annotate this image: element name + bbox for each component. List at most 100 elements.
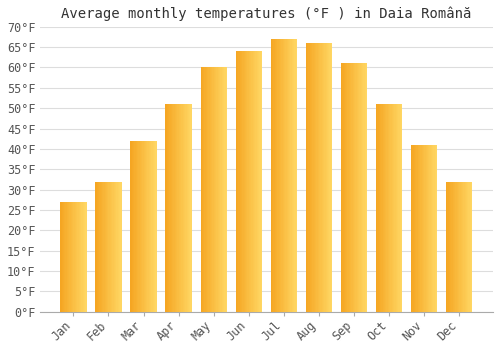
Bar	[422, 145, 423, 312]
Bar	[464, 182, 466, 312]
Bar	[212, 68, 214, 312]
Bar	[223, 68, 224, 312]
Bar	[189, 104, 190, 312]
Bar	[363, 63, 364, 312]
Bar	[85, 202, 86, 312]
Bar	[293, 39, 294, 312]
Bar	[240, 51, 241, 312]
Bar	[182, 104, 184, 312]
Bar	[448, 182, 449, 312]
Bar	[178, 104, 180, 312]
Bar	[389, 104, 390, 312]
Bar	[98, 182, 100, 312]
Bar	[186, 104, 188, 312]
Bar	[76, 202, 78, 312]
Bar	[344, 63, 345, 312]
Bar	[322, 43, 323, 312]
Bar	[427, 145, 428, 312]
Bar	[153, 141, 154, 312]
Bar	[452, 182, 454, 312]
Bar	[219, 68, 220, 312]
Bar	[386, 104, 388, 312]
Bar	[145, 141, 146, 312]
Bar	[84, 202, 85, 312]
Bar	[172, 104, 174, 312]
Bar	[218, 68, 219, 312]
Bar	[176, 104, 178, 312]
Bar	[414, 145, 415, 312]
Bar	[114, 182, 115, 312]
Bar	[397, 104, 398, 312]
Bar	[118, 182, 119, 312]
Bar	[78, 202, 80, 312]
Bar	[400, 104, 401, 312]
Bar	[210, 68, 211, 312]
Bar	[366, 63, 367, 312]
Bar	[318, 43, 319, 312]
Bar	[276, 39, 278, 312]
Bar	[244, 51, 245, 312]
Bar	[64, 202, 66, 312]
Bar	[385, 104, 386, 312]
Bar	[133, 141, 134, 312]
Bar	[308, 43, 310, 312]
Bar	[360, 63, 362, 312]
Bar	[249, 51, 250, 312]
Bar	[150, 141, 152, 312]
Bar	[103, 182, 104, 312]
Bar	[376, 104, 402, 312]
Bar	[248, 51, 249, 312]
Bar	[250, 51, 252, 312]
Bar	[245, 51, 246, 312]
Bar	[274, 39, 276, 312]
Bar	[207, 68, 208, 312]
Bar	[166, 104, 167, 312]
Bar	[138, 141, 140, 312]
Bar	[60, 202, 62, 312]
Bar	[411, 145, 412, 312]
Bar	[290, 39, 292, 312]
Bar	[396, 104, 397, 312]
Bar	[356, 63, 358, 312]
Bar	[148, 141, 149, 312]
Bar	[166, 104, 192, 312]
Bar	[446, 182, 448, 312]
Bar	[467, 182, 468, 312]
Bar	[116, 182, 117, 312]
Bar	[327, 43, 328, 312]
Bar	[241, 51, 242, 312]
Bar	[256, 51, 258, 312]
Bar	[154, 141, 156, 312]
Bar	[330, 43, 331, 312]
Bar	[348, 63, 349, 312]
Bar	[120, 182, 122, 312]
Bar	[134, 141, 136, 312]
Bar	[215, 68, 216, 312]
Bar	[146, 141, 148, 312]
Bar	[380, 104, 381, 312]
Bar	[104, 182, 106, 312]
Bar	[468, 182, 470, 312]
Bar	[393, 104, 394, 312]
Bar	[285, 39, 286, 312]
Bar	[206, 68, 207, 312]
Bar	[252, 51, 254, 312]
Bar	[280, 39, 281, 312]
Bar	[434, 145, 436, 312]
Bar	[349, 63, 350, 312]
Bar	[454, 182, 456, 312]
Bar	[238, 51, 240, 312]
Bar	[67, 202, 68, 312]
Bar	[419, 145, 420, 312]
Bar	[316, 43, 318, 312]
Bar	[398, 104, 400, 312]
Bar	[80, 202, 82, 312]
Bar	[431, 145, 432, 312]
Bar	[418, 145, 419, 312]
Bar	[381, 104, 382, 312]
Bar	[306, 43, 332, 312]
Bar	[254, 51, 256, 312]
Bar	[294, 39, 296, 312]
Bar	[470, 182, 471, 312]
Bar	[378, 104, 380, 312]
